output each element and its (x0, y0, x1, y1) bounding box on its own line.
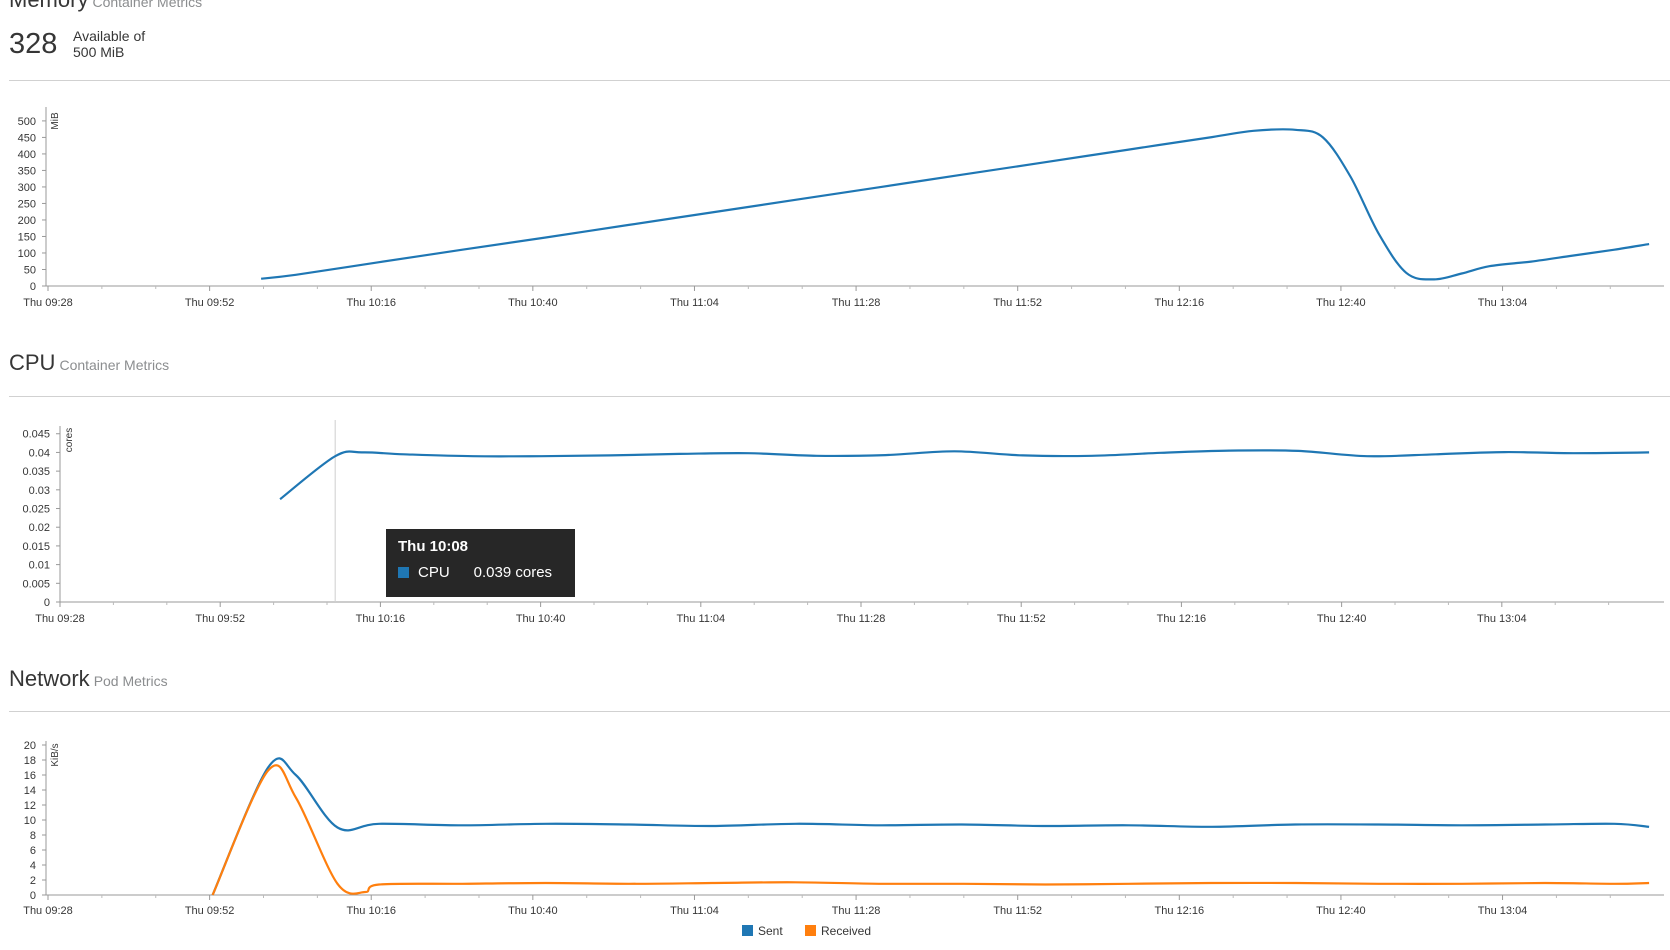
cpu-y-tick-label: 0.025 (22, 504, 50, 516)
network-y-tick-label: 2 (30, 875, 36, 887)
cpu-x-tick-label: Thu 10:16 (356, 613, 406, 625)
network-x-tick-label: Thu 10:16 (346, 905, 396, 917)
cpu-y-tick-label: 0.035 (22, 466, 50, 478)
memory-y-tick-label: 50 (24, 264, 36, 276)
tooltip-series: CPU (418, 564, 450, 581)
memory-y-tick-label: 350 (18, 165, 36, 177)
memory-y-tick-label: 100 (18, 248, 36, 260)
memory-divider (9, 80, 1670, 81)
tooltip-swatch (398, 567, 409, 578)
tooltip-row: CPU 0.039 cores (398, 564, 563, 581)
network-y-tick-label: 4 (30, 860, 36, 872)
network-x-tick-label: Thu 12:16 (1155, 905, 1205, 917)
memory-y-tick-label: 150 (18, 231, 36, 243)
network-x-tick-label: Thu 10:40 (508, 905, 558, 917)
network-y-tick-label: 12 (24, 800, 36, 812)
network-x-tick-label: Thu 11:28 (832, 905, 881, 917)
legend-swatch-sent[interactable] (742, 925, 753, 936)
cpu-y-tick-label: 0 (44, 597, 50, 609)
cpu-y-tick-label: 0.015 (22, 541, 50, 553)
legend-label-received[interactable]: Received (821, 924, 871, 938)
memory-x-tick-label: Thu 11:52 (993, 297, 1042, 309)
cpu-y-tick-label: 0.01 (29, 560, 50, 572)
network-y-tick-label: 10 (24, 815, 36, 827)
cpu-y-tick-label: 0.005 (22, 578, 50, 590)
network-x-tick-label: Thu 09:52 (185, 905, 235, 917)
cpu-section-title: CPU Container Metrics (9, 350, 169, 376)
memory-available-caption: Available of 500 MiB (73, 28, 145, 60)
network-divider (9, 711, 1670, 712)
memory-series-line-memory[interactable] (260, 128, 1650, 281)
memory-y-tick-label: 500 (18, 116, 36, 128)
tooltip-value: 0.039 cores (473, 564, 553, 581)
memory-x-tick-label: Thu 11:04 (670, 297, 719, 309)
cpu-x-tick-label: Thu 11:28 (837, 613, 886, 625)
legend-label-sent[interactable]: Sent (758, 924, 783, 938)
cpu-x-tick-label: Thu 09:28 (35, 613, 85, 625)
cpu-divider (9, 396, 1670, 397)
memory-y-tick-label: 400 (18, 149, 36, 161)
network-subtitle: Pod Metrics (93, 673, 168, 689)
memory-available-line2: 500 MiB (73, 44, 125, 60)
cpu-chart[interactable]: 0 0.005 0.01 0.015 0.02 0.025 0.03 0.035 0.04 0.0… (0, 410, 1670, 640)
cpu-subtitle: Container Metrics (59, 357, 170, 373)
cpu-title: CPU (9, 350, 56, 375)
cpu-x-tick-label: Thu 09:52 (195, 613, 245, 625)
memory-y-tick-label: 300 (18, 182, 36, 194)
network-title: Network (9, 666, 90, 691)
memory-y-unit-label: MiB (50, 112, 61, 130)
memory-x-tick-label: Thu 13:04 (1478, 297, 1528, 309)
network-x-tick-label: Thu 12:40 (1316, 905, 1366, 917)
memory-chart[interactable]: 0 50 100 150 200 250 300 350 400 450 500 MiB Thu 09:… (0, 95, 1670, 325)
memory-x-tick-label: Thu 09:52 (185, 297, 235, 309)
cpu-y-tick-label: 0.045 (22, 429, 50, 441)
memory-title: Memory (9, 0, 88, 12)
network-section-title: Network Pod Metrics (9, 666, 168, 692)
memory-y-tick-label: 200 (18, 215, 36, 227)
network-y-unit-label: KiB/s (50, 743, 61, 766)
cpu-x-tick-label: Thu 11:52 (997, 613, 1046, 625)
cpu-tooltip: Thu 10:08 CPU 0.039 cores (386, 529, 575, 597)
memory-x-tick-label: Thu 12:40 (1316, 297, 1366, 309)
network-y-tick-label: 8 (30, 830, 36, 842)
network-x-tick-label: Thu 13:04 (1478, 905, 1528, 917)
network-x-tick-label: Thu 11:04 (670, 905, 719, 917)
memory-x-tick-label: Thu 12:16 (1155, 297, 1205, 309)
network-x-tick-label: Thu 09:28 (23, 905, 73, 917)
network-y-tick-label: 16 (24, 770, 36, 782)
cpu-x-tick-label: Thu 13:04 (1477, 613, 1527, 625)
cpu-x-tick-label: Thu 11:04 (676, 613, 725, 625)
memory-x-tick-label: Thu 10:40 (508, 297, 558, 309)
cpu-x-tick-label: Thu 12:40 (1317, 613, 1367, 625)
tooltip-title: Thu 10:08 (398, 538, 469, 555)
network-y-tick-label: 18 (24, 755, 36, 767)
memory-x-tick-label: Thu 09:28 (23, 297, 73, 309)
network-series-line-received[interactable] (211, 764, 1650, 896)
memory-y-tick-label: 450 (18, 132, 36, 144)
memory-y-tick-label: 250 (18, 198, 36, 210)
network-y-tick-label: 6 (30, 845, 36, 857)
memory-subtitle: Container Metrics (92, 0, 203, 10)
cpu-y-unit-label: cores (64, 428, 75, 452)
memory-available-value: 328 (9, 28, 58, 60)
network-y-tick-label: 0 (30, 890, 36, 902)
network-x-tick-label: Thu 11:52 (993, 905, 1042, 917)
memory-available-line1: Available of (73, 28, 146, 44)
memory-y-tick-label: 0 (30, 281, 36, 293)
network-series-line-sent[interactable] (211, 757, 1650, 896)
cpu-x-tick-label: Thu 12:16 (1157, 613, 1207, 625)
network-chart[interactable]: 0 2 4 6 8 10 12 14 16 18 20 KiB/s Thu 09:28 Thu 09:52… (0, 725, 1670, 950)
cpu-y-tick-label: 0.03 (29, 485, 50, 497)
memory-section-title: Memory Container Metrics (9, 0, 202, 13)
memory-x-tick-label: Thu 11:28 (832, 297, 881, 309)
legend-swatch-received[interactable] (805, 925, 816, 936)
memory-x-tick-label: Thu 10:16 (346, 297, 396, 309)
cpu-y-tick-label: 0.04 (29, 447, 50, 459)
network-y-tick-label: 20 (24, 740, 36, 752)
cpu-x-tick-label: Thu 10:40 (516, 613, 566, 625)
network-y-tick-label: 14 (24, 785, 36, 797)
cpu-y-tick-label: 0.02 (29, 522, 50, 534)
cpu-series-line-cpu[interactable] (279, 449, 1650, 501)
